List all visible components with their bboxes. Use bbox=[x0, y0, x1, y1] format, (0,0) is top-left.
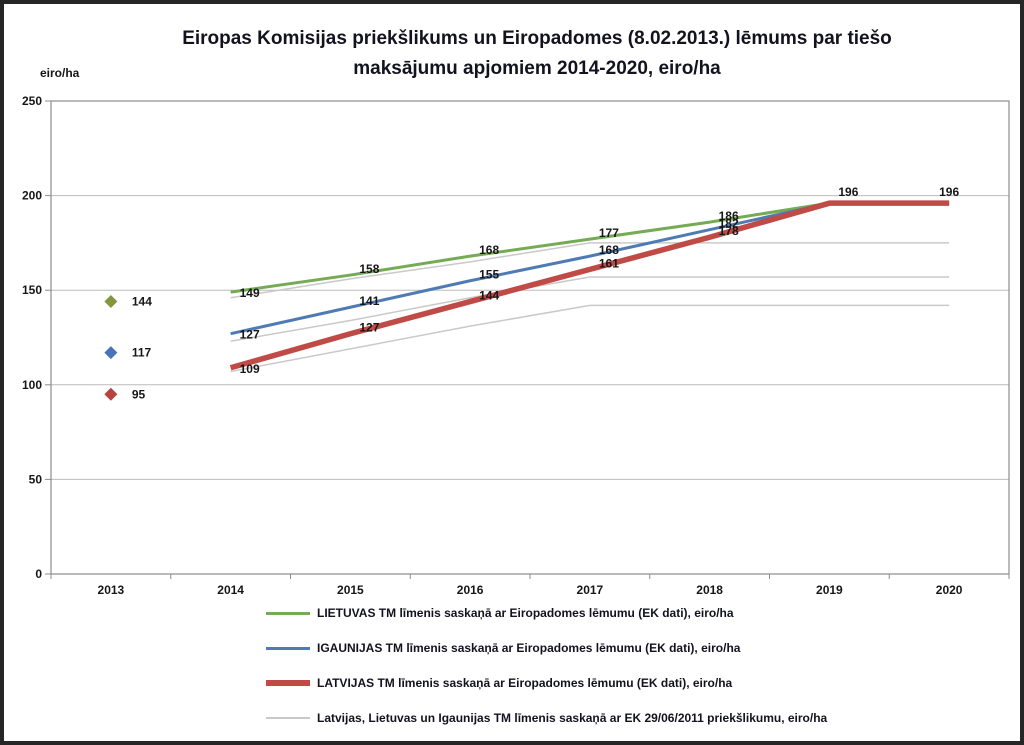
value-label-igaunijas: 182 bbox=[719, 217, 739, 231]
value-label-lietuvas: 149 bbox=[240, 286, 260, 300]
legend-line-swatch-latvijas bbox=[266, 680, 310, 686]
series-line-lietuvas bbox=[230, 201, 950, 294]
legend-line-swatch-lietuvas bbox=[266, 611, 310, 615]
legend-line-swatch-ek-2011 bbox=[266, 717, 310, 719]
y-tick-label-50: 50 bbox=[29, 472, 43, 486]
marker-2013-label-1: 117 bbox=[132, 346, 152, 360]
chart-title: Eiropas Komisijas priekšlikums un Eiropa… bbox=[84, 24, 990, 84]
legend-item-latvijas: LATVIJAS TM līmenis saskaņā ar Eiropadom… bbox=[266, 671, 827, 695]
line-chart-plot: 0 50 100 150 200 250 2013 2014 2015 2016 2017 2018 2… bbox=[22, 94, 1010, 597]
legend-label-lietuvas: LIETUVAS TM līmenis saskaņā ar Eiropadom… bbox=[317, 606, 734, 620]
y-tick-label-100: 100 bbox=[22, 378, 42, 392]
marker-2013-diamond-icon-2 bbox=[104, 387, 118, 401]
x-tick-label-2015: 2015 bbox=[337, 583, 364, 597]
value-label-latvijas: 161 bbox=[599, 256, 619, 270]
marker-2013-diamond-icon-0 bbox=[104, 295, 118, 309]
value-label-latvijas: 144 bbox=[479, 289, 499, 303]
series-line-ek-2011-1 bbox=[230, 276, 950, 343]
value-label-igaunijas: 168 bbox=[599, 243, 619, 257]
value-label-latvijas: 127 bbox=[359, 321, 379, 335]
legend-item-ek-2011-priekslikums: Latvijas, Lietuvas un Igaunijas TM līmen… bbox=[266, 706, 827, 730]
value-label-latvijas: 109 bbox=[240, 362, 260, 376]
legend-label-ek-2011: Latvijas, Lietuvas un Igaunijas TM līmen… bbox=[317, 711, 828, 725]
legend-item-lietuvas: LIETUVAS TM līmenis saskaņā ar Eiropadom… bbox=[266, 601, 827, 625]
value-label-latvijas: 178 bbox=[719, 224, 739, 238]
legend-line-swatch-igaunijas bbox=[266, 646, 310, 650]
chart-title-line2: maksājumu apjomiem 2014-2020, eiro/ha bbox=[353, 58, 721, 79]
series-line-latvijas bbox=[229, 200, 950, 371]
y-tick-label-200: 200 bbox=[22, 189, 42, 203]
value-label-igaunijas: 155 bbox=[479, 268, 499, 282]
chart-legend: LIETUVAS TM līmenis saskaņā ar Eiropadom… bbox=[266, 601, 827, 741]
legend-item-igaunijas: IGAUNIJAS TM līmenis saskaņā ar Eiropado… bbox=[266, 636, 827, 660]
value-label-lietuvas: 196 bbox=[939, 185, 959, 199]
x-tick-label-2013: 2013 bbox=[98, 583, 125, 597]
y-tick-label-250: 250 bbox=[22, 94, 42, 108]
plot-border bbox=[50, 100, 1010, 575]
x-tick-label-2019: 2019 bbox=[816, 583, 843, 597]
marker-2013-label-0: 144 bbox=[132, 295, 152, 309]
y-tick-label-0: 0 bbox=[35, 567, 42, 581]
x-tick-label-2016: 2016 bbox=[457, 583, 484, 597]
marker-2013-diamond-icon-1 bbox=[104, 346, 118, 360]
value-label-igaunijas: 127 bbox=[240, 328, 260, 342]
legend-label-latvijas: LATVIJAS TM līmenis saskaņā ar Eiropadom… bbox=[317, 676, 733, 690]
value-label-lietuvas: 158 bbox=[359, 262, 379, 276]
x-tick-label-2018: 2018 bbox=[696, 583, 723, 597]
series-line-ek-2011-2 bbox=[230, 304, 950, 373]
x-tick-label-2014: 2014 bbox=[217, 583, 244, 597]
value-label-igaunijas: 141 bbox=[359, 294, 379, 308]
series-line-ek-2011-0 bbox=[230, 242, 950, 299]
value-label-lietuvas: 168 bbox=[479, 243, 499, 257]
value-label-lietuvas: 186 bbox=[719, 209, 739, 223]
y-tick-label-150: 150 bbox=[22, 283, 42, 297]
value-label-lietuvas: 177 bbox=[599, 226, 619, 240]
legend-label-igaunijas: IGAUNIJAS TM līmenis saskaņā ar Eiropado… bbox=[317, 641, 741, 655]
x-tick-label-2017: 2017 bbox=[577, 583, 604, 597]
value-label-lietuvas: 196 bbox=[838, 185, 858, 199]
x-tick-label-2020: 2020 bbox=[936, 583, 963, 597]
chart-title-line1: Eiropas Komisijas priekšlikums un Eiropa… bbox=[182, 28, 892, 49]
y-axis-title: eiro/ha bbox=[40, 66, 80, 80]
marker-2013-label-2: 95 bbox=[132, 387, 146, 401]
